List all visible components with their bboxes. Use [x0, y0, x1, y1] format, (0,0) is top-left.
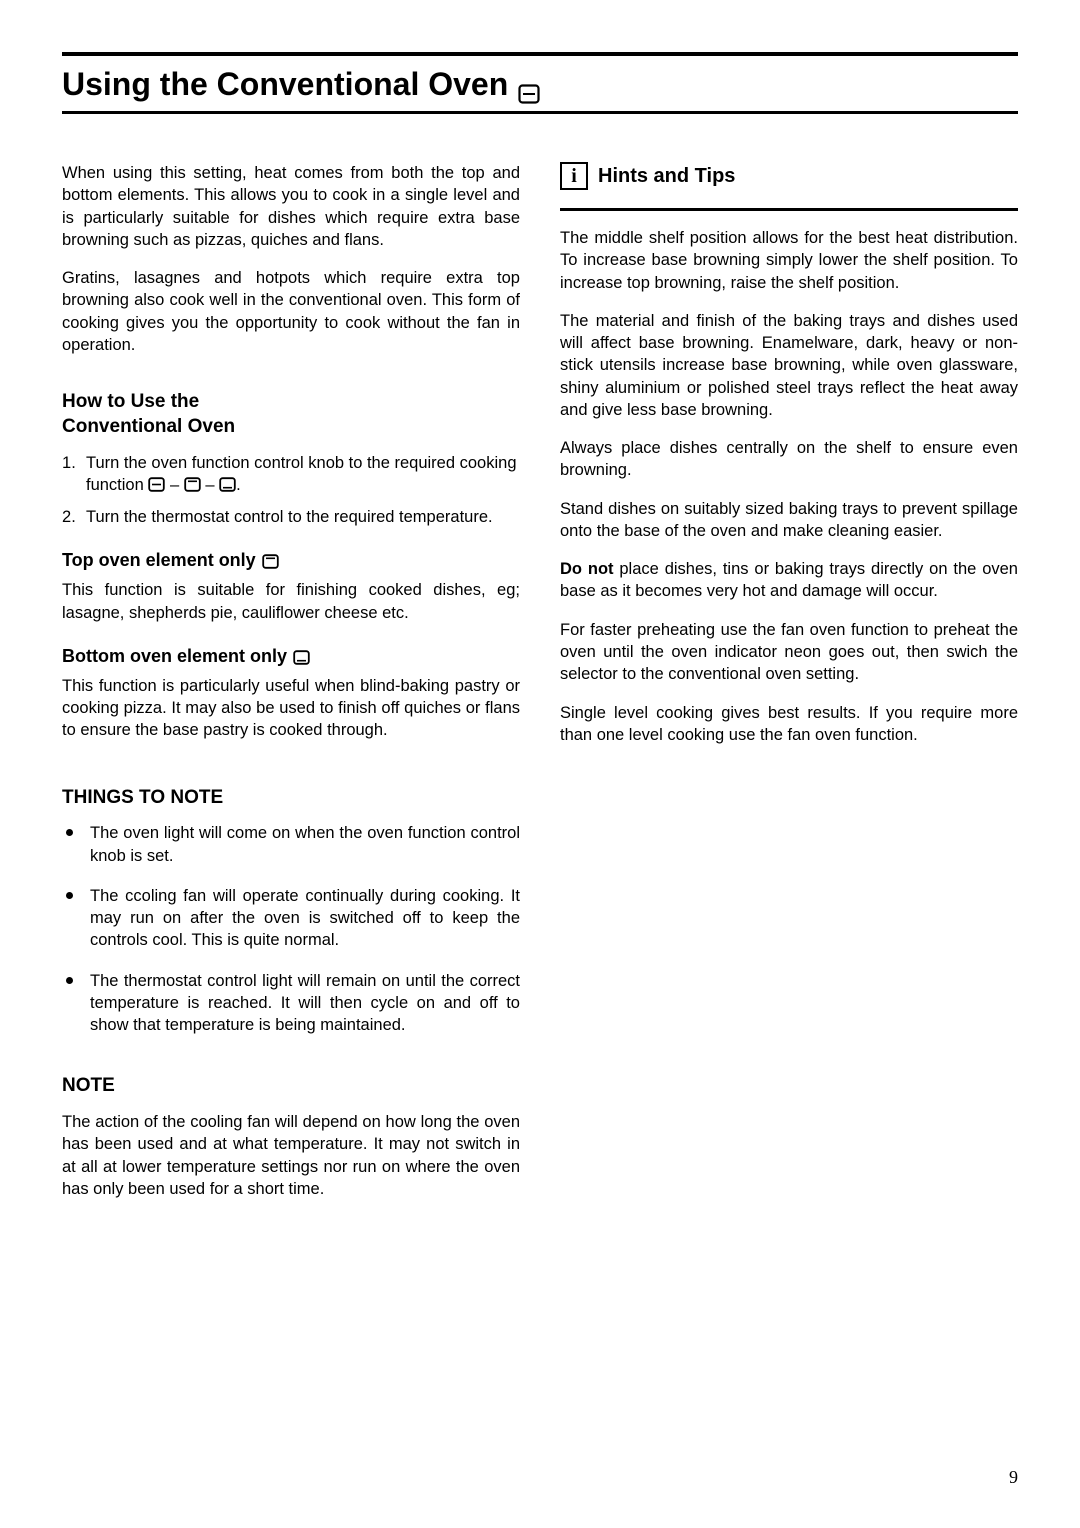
hint-2: The material and finish of the baking tr…: [560, 310, 1018, 421]
step-1: Turn the oven function control knob to t…: [62, 452, 520, 497]
note-text: The action of the cooling fan will depen…: [62, 1111, 520, 1200]
hint-5-bold: Do not: [560, 560, 614, 578]
intro-paragraph-2: Gratins, lasagnes and hotpots which requ…: [62, 267, 520, 356]
hint-3: Always place dishes centrally on the she…: [560, 437, 1018, 482]
note-bullet-2: The ccoling fan will operate continually…: [62, 885, 520, 952]
bottom-element-icon: [293, 649, 310, 664]
how-to-steps: Turn the oven function control knob to t…: [62, 452, 520, 529]
hint-5-rest: place dishes, tins or baking trays direc…: [560, 560, 1018, 600]
bottom-element-text: This function is particularly useful whe…: [62, 675, 520, 742]
note-bullet-3: The thermostat control light will remain…: [62, 970, 520, 1037]
hint-5: Do not place dishes, tins or baking tray…: [560, 558, 1018, 603]
hint-4: Stand dishes on suitably sized baking tr…: [560, 498, 1018, 543]
top-element-heading-text: Top oven element only: [62, 550, 256, 571]
title-rule-top: [62, 52, 1018, 56]
page-title: Using the Conventional Oven: [62, 66, 1018, 103]
note-bullet-1: The oven light will come on when the ove…: [62, 822, 520, 867]
page-number: 9: [1009, 1467, 1018, 1488]
hint-7: Single level cooking gives best results.…: [560, 702, 1018, 747]
step-2: Turn the thermostat control to the requi…: [62, 506, 520, 528]
top-element-text: This function is suitable for finishing …: [62, 579, 520, 624]
page-title-text: Using the Conventional Oven: [62, 66, 508, 103]
right-column: i Hints and Tips The middle shelf positi…: [560, 162, 1018, 1216]
hints-heading: i Hints and Tips: [560, 162, 1018, 190]
step-1-icons: – – .: [148, 476, 240, 494]
intro-paragraph-1: When using this setting, heat comes from…: [62, 162, 520, 251]
bottom-element-icon: [219, 476, 236, 491]
content-columns: When using this setting, heat comes from…: [62, 162, 1018, 1216]
bottom-element-heading-text: Bottom oven element only: [62, 646, 287, 667]
conventional-oven-icon: [148, 476, 165, 491]
top-element-icon: [262, 553, 279, 568]
conventional-oven-icon: [518, 75, 540, 95]
hint-6: For faster preheating use the fan oven f…: [560, 619, 1018, 686]
note-heading: NOTE: [62, 1074, 520, 1099]
title-rule-bottom: [62, 111, 1018, 114]
info-icon: i: [560, 162, 588, 190]
how-to-heading: How to Use the Conventional Oven: [62, 390, 520, 439]
hints-heading-text: Hints and Tips: [598, 165, 735, 188]
things-to-note-list: The oven light will come on when the ove…: [62, 822, 520, 1036]
top-element-icon: [184, 476, 201, 491]
left-column: When using this setting, heat comes from…: [62, 162, 520, 1216]
things-to-note-heading: THINGS TO NOTE: [62, 786, 520, 811]
hints-rule: [560, 208, 1018, 211]
top-element-heading: Top oven element only: [62, 550, 520, 571]
bottom-element-heading: Bottom oven element only: [62, 646, 520, 667]
hint-1: The middle shelf position allows for the…: [560, 227, 1018, 294]
